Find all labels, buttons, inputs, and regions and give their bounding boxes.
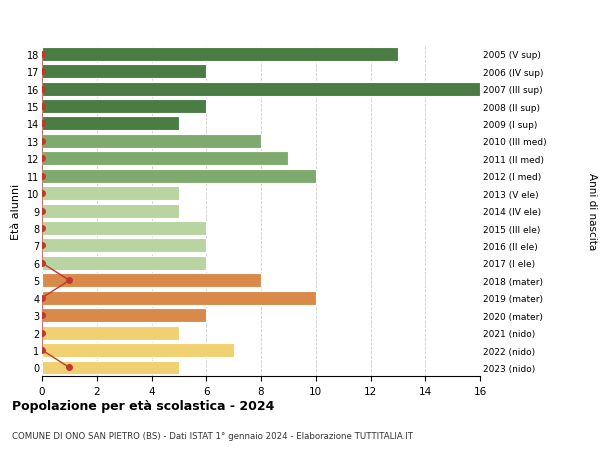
- Bar: [42, 274, 261, 288]
- Bar: [42, 83, 480, 96]
- Bar: [42, 187, 179, 201]
- Point: [37, 51, 47, 58]
- Bar: [42, 326, 179, 340]
- Point: [37, 207, 47, 215]
- Point: [65, 364, 74, 371]
- Point: [65, 277, 74, 285]
- Point: [37, 86, 47, 93]
- Bar: [42, 65, 206, 79]
- Point: [37, 121, 47, 128]
- Bar: [42, 308, 206, 323]
- Point: [37, 173, 47, 180]
- Bar: [42, 152, 289, 166]
- Bar: [42, 117, 179, 131]
- Point: [37, 347, 47, 354]
- Point: [37, 225, 47, 232]
- Point: [37, 155, 47, 162]
- Bar: [42, 343, 233, 357]
- Bar: [42, 291, 316, 305]
- Point: [37, 260, 47, 267]
- Text: Anni di nascita: Anni di nascita: [587, 173, 597, 250]
- Text: COMUNE DI ONO SAN PIETRO (BS) - Dati ISTAT 1° gennaio 2024 - Elaborazione TUTTIT: COMUNE DI ONO SAN PIETRO (BS) - Dati IST…: [12, 431, 413, 441]
- Text: Popolazione per età scolastica - 2024: Popolazione per età scolastica - 2024: [12, 399, 274, 412]
- Bar: [42, 100, 206, 114]
- Bar: [42, 169, 316, 183]
- Bar: [42, 134, 261, 149]
- Bar: [42, 361, 179, 375]
- Bar: [42, 204, 179, 218]
- Point: [37, 190, 47, 197]
- Bar: [42, 222, 206, 235]
- Point: [37, 329, 47, 336]
- Bar: [42, 257, 206, 270]
- Bar: [42, 239, 206, 253]
- Point: [37, 103, 47, 111]
- Bar: [42, 48, 398, 62]
- Point: [37, 138, 47, 145]
- Point: [37, 242, 47, 250]
- Point: [37, 68, 47, 76]
- Point: [37, 294, 47, 302]
- Y-axis label: Età alunni: Età alunni: [11, 183, 21, 239]
- Point: [37, 312, 47, 319]
